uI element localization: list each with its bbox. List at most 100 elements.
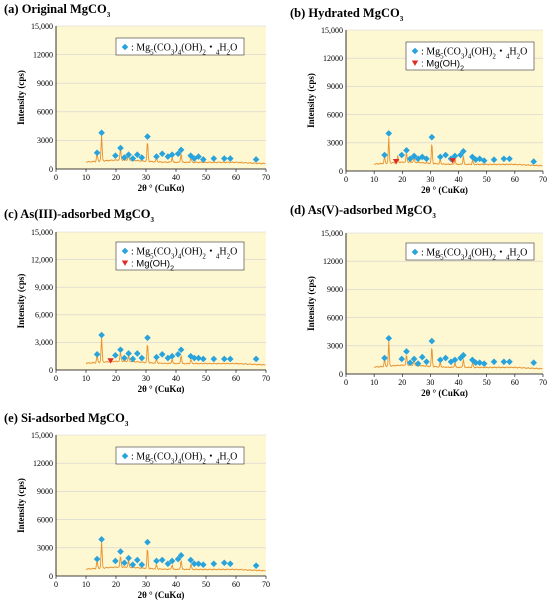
peak-diamond-marker <box>112 557 119 565</box>
peak-diamond-marker <box>93 351 101 358</box>
peak-diamond-marker <box>93 555 101 563</box>
legend-label: : Mg(OH)2 <box>131 258 174 272</box>
peak-diamond-marker <box>221 355 228 363</box>
x-tick-label: 50 <box>202 173 210 182</box>
peak-diamond-marker <box>227 355 234 363</box>
xrd-trace <box>85 336 266 366</box>
peak-diamond-marker <box>187 352 194 360</box>
peak-diamond-marker <box>121 354 128 362</box>
peak-diamond-marker <box>480 157 488 164</box>
peak-diamond-marker <box>117 144 124 152</box>
peak-diamond-marker <box>398 355 406 363</box>
peak-diamond-marker <box>469 153 476 161</box>
peak-diamond-marker <box>451 356 459 364</box>
peak-diamond-marker <box>138 154 146 161</box>
peak-diamond-marker <box>381 151 388 159</box>
peak-diamond-marker <box>158 351 166 358</box>
peak-diamond-marker <box>398 151 406 159</box>
y-axis-label: Intensity (cps) <box>16 274 26 329</box>
legend-diamond-icon <box>411 248 419 256</box>
x-tick-label: 30 <box>426 175 434 184</box>
y-tick-label: 9000 <box>37 79 53 88</box>
x-tick-label: 70 <box>262 580 270 589</box>
peak-diamond-marker <box>410 355 418 363</box>
y-tick-label: 12,000 <box>31 255 53 264</box>
y-axis-label: Intensity (cps) <box>306 73 316 128</box>
y-tick-label: 12000 <box>323 54 343 63</box>
peak-diamond-marker <box>436 356 444 364</box>
peak-diamond-marker <box>153 557 160 565</box>
peak-diamond-marker <box>469 356 476 364</box>
panel-title: (b) Hydrated MgCO3 <box>290 6 404 23</box>
legend-box <box>115 37 245 56</box>
peak-diamond-marker <box>414 360 422 367</box>
y-tick-label: 6000 <box>37 515 53 524</box>
peak-diamond-marker <box>381 354 388 362</box>
peak-diamond-marker <box>153 353 160 361</box>
panel-title: (a) Original MgCO3 <box>4 2 111 19</box>
legend-diamond-icon <box>121 43 129 51</box>
peak-diamond-marker <box>129 561 137 569</box>
x-tick-label: 30 <box>142 173 150 182</box>
peak-diamond-marker <box>93 149 101 157</box>
x-tick-label: 50 <box>202 580 210 589</box>
legend-diamond-icon <box>121 452 129 460</box>
legend-label: : Mg5(CO3)4(OH)2・4H2O <box>131 246 237 260</box>
peak-diamond-marker <box>252 156 260 163</box>
peak-diamond-marker <box>144 133 151 140</box>
y-axis-label: Intensity (cps) <box>16 70 26 125</box>
peak-diamond-marker <box>134 151 141 158</box>
peak-diamond-marker <box>174 150 182 158</box>
peak-diamond-marker <box>428 133 436 141</box>
y-tick-label: 0 <box>49 366 53 375</box>
x-tick-label: 60 <box>511 175 519 184</box>
peak-diamond-marker <box>187 556 194 564</box>
x-tick-label: 20 <box>112 173 120 182</box>
peak-diamond-marker <box>506 155 513 163</box>
y-tick-label: 6000 <box>327 110 343 119</box>
peak-diamond-marker <box>138 354 146 362</box>
x-tick-label: 20 <box>398 175 406 184</box>
peak-diamond-marker <box>164 560 172 568</box>
y-tick-label: 12000 <box>323 257 343 266</box>
y-tick-label: 0 <box>49 572 53 581</box>
peak-diamond-marker <box>423 155 430 163</box>
peak-diamond-marker <box>210 155 218 162</box>
peak-diamond-marker <box>252 562 260 569</box>
x-tick-label: 0 <box>54 173 58 182</box>
legend-label: : Mg5(CO3)4(OH)2・4H2O <box>421 247 527 261</box>
peak-diamond-marker <box>210 560 218 568</box>
peak-diamond-marker <box>490 358 498 366</box>
x-tick-label: 70 <box>262 173 270 182</box>
x-tick-label: 20 <box>112 580 120 589</box>
legend-box <box>405 242 535 261</box>
y-axis-label: Intensity (cps) <box>306 276 316 331</box>
x-tick-label: 60 <box>232 374 240 383</box>
peak-diamond-marker <box>98 331 105 339</box>
x-axis-label: 2θ ° (CuKα) <box>421 388 468 398</box>
peak-diamond-marker <box>200 156 207 163</box>
x-axis-label: 2θ ° (CuKα) <box>421 185 468 195</box>
x-tick-label: 40 <box>172 374 180 383</box>
peak-diamond-marker <box>129 355 137 363</box>
peak-diamond-marker <box>177 552 185 559</box>
peak-diamond-marker <box>129 155 137 162</box>
x-tick-label: 0 <box>344 378 348 387</box>
peak-diamond-marker <box>117 346 124 354</box>
peak-diamond-marker <box>134 350 141 357</box>
x-tick-label: 50 <box>483 378 491 387</box>
y-tick-label: 9000 <box>37 487 53 496</box>
peak-diamond-marker <box>144 334 151 342</box>
x-tick-label: 70 <box>539 378 547 387</box>
xrd-trace <box>374 137 543 167</box>
legend-label: : Mg5(CO3)4(OH)2・4H2O <box>131 42 237 56</box>
xrd-panel-c: (c) As(III)-adsorbed MgCO3 0 3,000 6,000 9,0… <box>4 207 270 394</box>
x-tick-label: 10 <box>370 378 378 387</box>
y-tick-label: 3000 <box>327 139 343 148</box>
peak-diamond-marker <box>530 158 538 165</box>
peak-diamond-marker <box>476 359 483 367</box>
peak-diamond-marker <box>195 560 202 568</box>
peak-diamond-marker <box>490 156 498 164</box>
x-tick-label: 0 <box>54 580 58 589</box>
